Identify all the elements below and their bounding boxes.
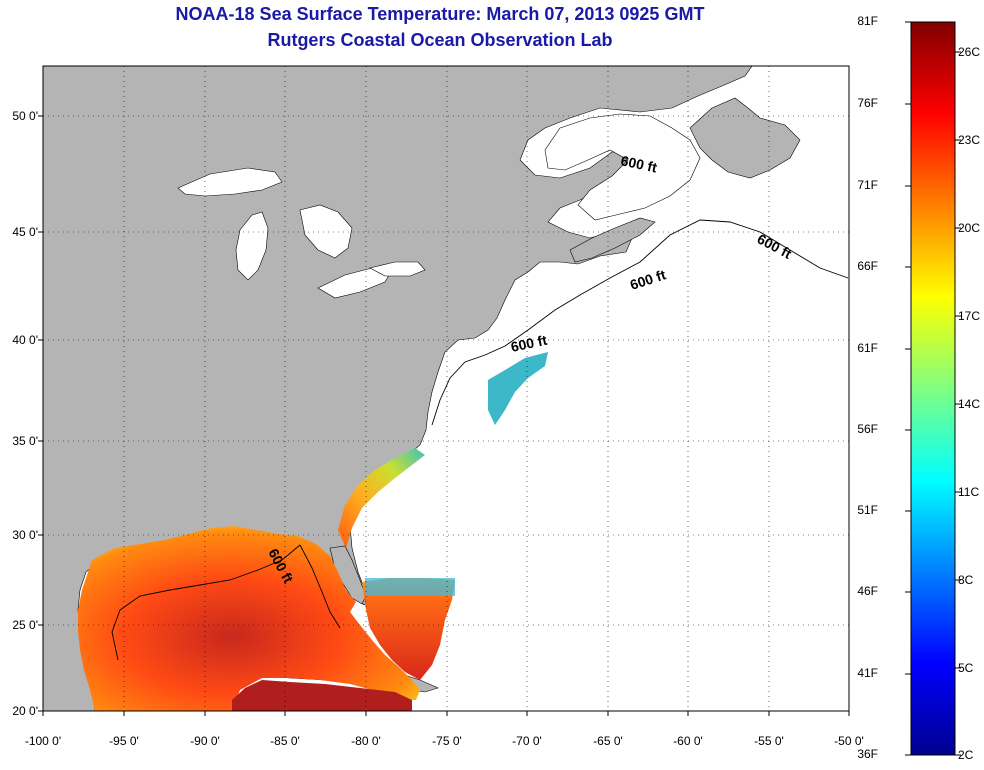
y-tick-label: 50 0' [12, 109, 38, 123]
y-tick-label: 35 0' [12, 434, 38, 448]
colorbar-c-label: 26C [958, 45, 981, 59]
colorbar-c-label: 14C [958, 397, 981, 411]
map-title: NOAA-18 Sea Surface Temperature: March 0… [175, 4, 705, 24]
contour-label: 600 ft [619, 152, 658, 175]
sst-gulf-stream [338, 448, 425, 548]
x-tick-label: -75 0' [432, 734, 462, 748]
map-subtitle: Rutgers Coastal Ocean Observation Lab [267, 30, 613, 50]
x-tick-label: -50 0' [834, 734, 864, 748]
colorbar-c-label: 2C [958, 748, 974, 762]
x-tick-label: -90 0' [190, 734, 220, 748]
colorbar-f-label: 56F [857, 422, 878, 436]
colorbar-f-label: 41F [857, 666, 878, 680]
isobath-600ft [111, 219, 849, 661]
gulf-st-lawrence [544, 113, 701, 221]
colorbar-f-label: 36F [857, 747, 878, 761]
colorbar-c-label: 5C [958, 661, 974, 675]
sst-offshore-patch [488, 352, 548, 425]
y-tick-label: 45 0' [12, 225, 38, 239]
colorbar-c-label: 17C [958, 309, 981, 323]
sst-bahamas [362, 578, 455, 680]
colorbar-f-label: 46F [857, 584, 878, 598]
y-tick-label: 25 0' [12, 618, 38, 632]
y-tick-label: 20 0' [12, 704, 38, 718]
y-tick-label: 40 0' [12, 333, 38, 347]
land-nova-scotia [569, 217, 656, 263]
colorbar-c-label: 11C [958, 485, 980, 499]
x-tick-label: -65 0' [593, 734, 623, 748]
colorbar-f-label: 61F [857, 341, 878, 355]
contour-label: 600 ft [509, 332, 548, 355]
map-frame [42, 65, 850, 712]
x-tick-label: -55 0' [754, 734, 784, 748]
x-tick-label: -85 0' [270, 734, 300, 748]
x-tick-label: -60 0' [673, 734, 703, 748]
sst-caribbean [232, 680, 412, 711]
great-lakes [177, 167, 426, 299]
colorbar [910, 21, 956, 756]
x-tick-label: -70 0' [512, 734, 542, 748]
colorbar-c-label: 23C [958, 133, 981, 147]
colorbar-f-label: 71F [857, 178, 878, 192]
colorbar-f-label: 81F [857, 14, 878, 28]
colorbar-ticks [905, 21, 961, 756]
y-tick-label: 30 0' [12, 528, 38, 542]
sst-cool-patch [365, 578, 455, 596]
colorbar-c-label: 8C [958, 573, 974, 587]
x-tick-label: -80 0' [351, 734, 381, 748]
colorbar-c-label: 20C [958, 221, 981, 235]
sst-gulf-of-mexico [78, 526, 420, 711]
colorbar-f-label: 66F [857, 259, 878, 273]
land-newfoundland [689, 97, 801, 179]
x-tick-label: -95 0' [109, 734, 139, 748]
colorbar-f-label: 76F [857, 96, 878, 110]
axis-ticks [38, 115, 850, 716]
colorbar-f-label: 51F [857, 503, 878, 517]
x-tick-label: -100 0' [24, 734, 62, 748]
